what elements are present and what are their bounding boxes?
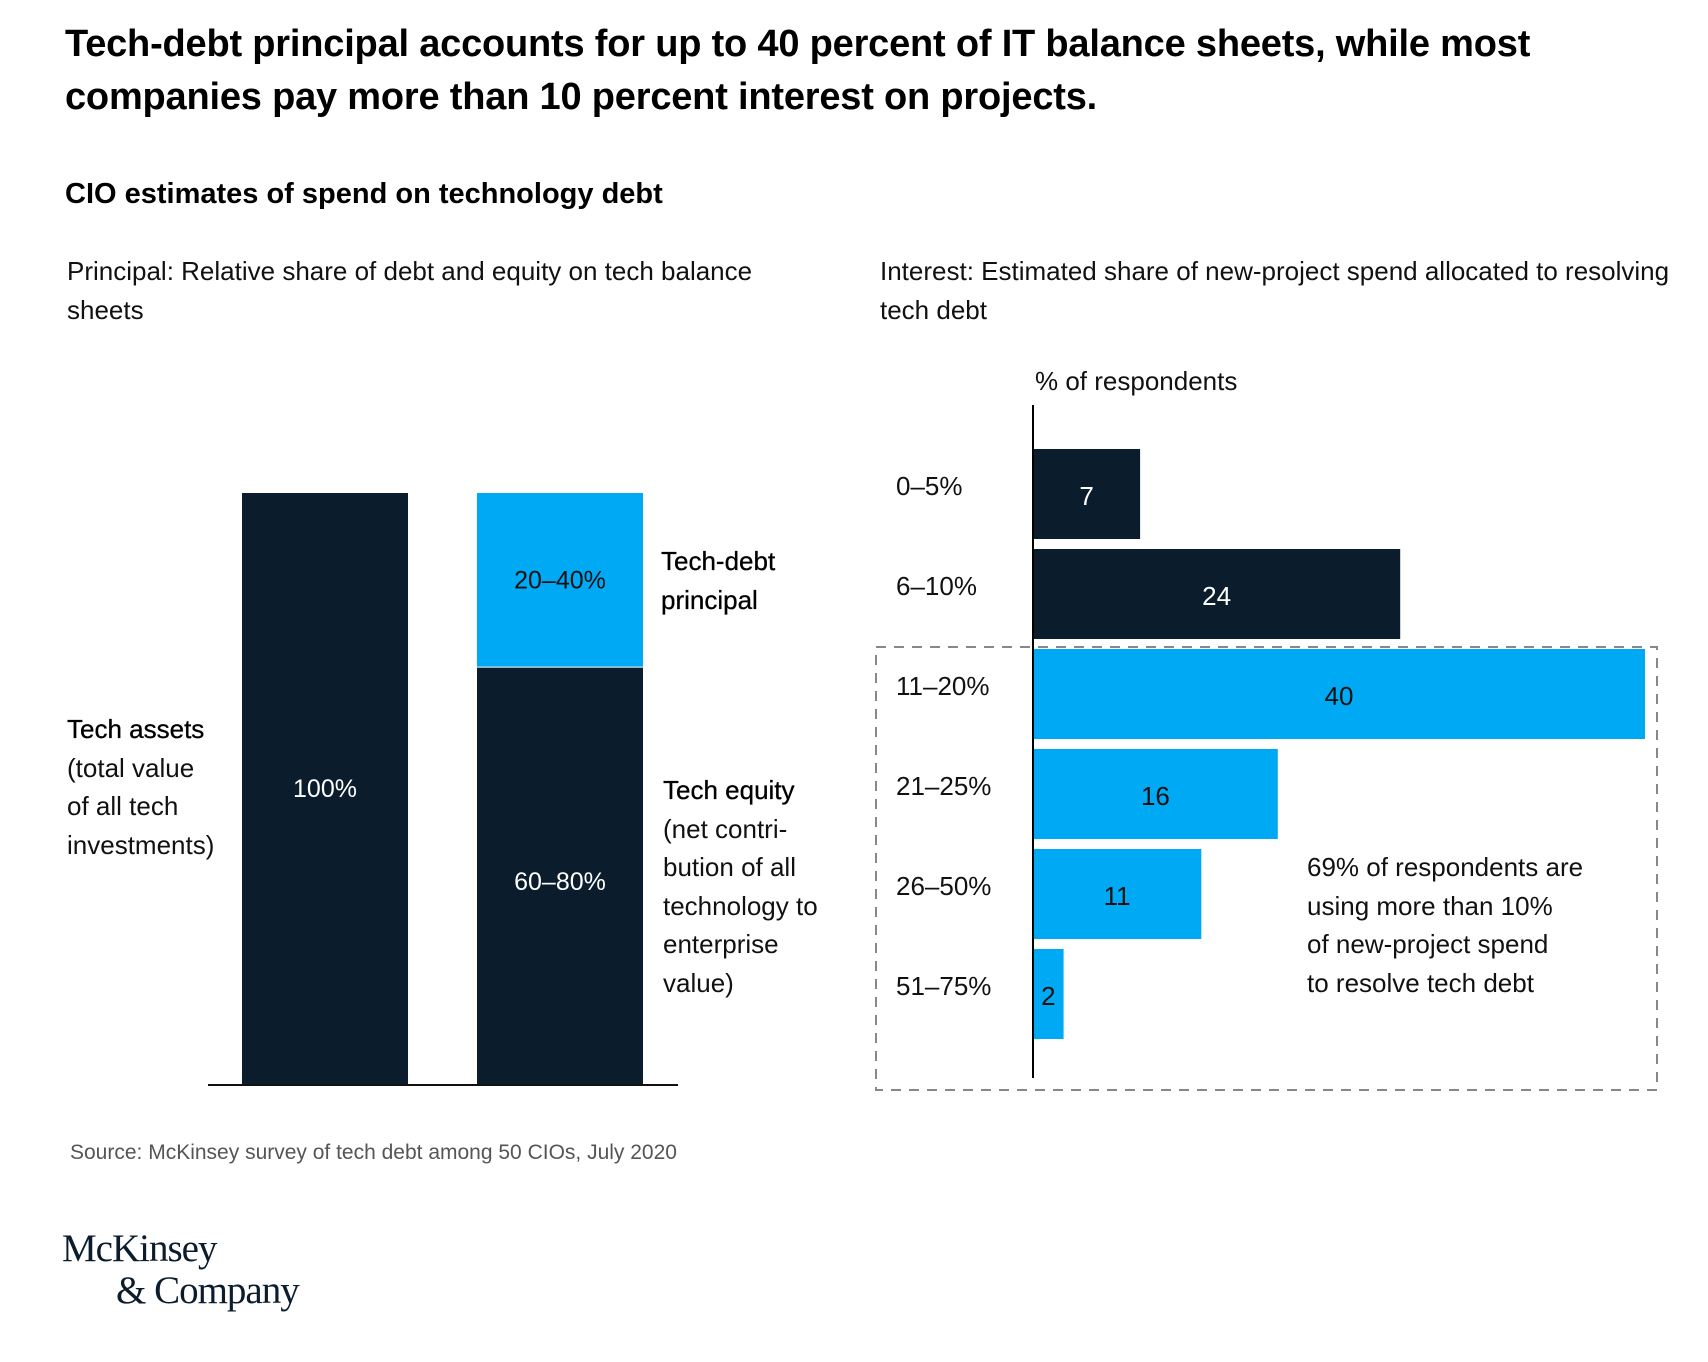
highlight-callout: 69% of respondents are using more than 1… [1307,848,1583,1002]
category-label: 0–5% [896,471,963,501]
category-label: 26–50% [896,871,991,901]
bar-value-label: 7 [1079,481,1093,511]
bar-label-tech-debt: 20–40% [514,566,606,594]
bar-value-label: 2 [1041,981,1055,1011]
callout-line: 69% of respondents are [1307,852,1584,882]
x-axis-unit-label: % of respondents [1035,366,1238,396]
bar [1033,649,1645,739]
interest-chart: 7 0–5% 24 6–10% 40 11–20% 16 21–25% 11 26–50% 2 51–… [875,405,1658,1091]
tech-equity-label-line: (net contri- [663,813,788,844]
category-label: 51–75% [896,971,991,1001]
bar-tech-assets [242,493,408,1085]
callout-line: using more than 10% [1307,890,1553,921]
bar [1033,449,1141,539]
principal-chart: 100% 20–40% 60–80% [208,493,678,1086]
bar-label-tech-equity: 60–80% [514,868,606,896]
logo-line-2: & Company [116,1269,300,1312]
category-label: 11–20% [896,671,990,701]
tech-debt-label-line: principal [661,584,758,615]
tech-assets-label-title: Tech assets [67,714,205,744]
bar-value-label: 11 [1104,881,1131,911]
tech-equity-label: Tech equity (net contri- bution of all t… [663,771,818,1002]
tech-debt-principal-label: Tech-debt principal [661,542,775,619]
chart-title: Tech-debt principal accounts for up to 4… [65,23,1531,118]
category-label: 6–10% [896,571,977,601]
bar [1033,849,1202,939]
tech-assets-label-line: of all tech [67,791,179,821]
tech-equity-label-line: enterprise [663,929,779,959]
tech-equity-label-line: bution of all [663,852,796,882]
tech-equity-label-line: technology to [663,890,818,921]
mckinsey-logo: McKinsey & Company [62,1227,300,1312]
chart-subtitle: CIO estimates of spend on technology deb… [65,178,663,210]
tech-equity-label-title: Tech equity [663,775,795,805]
category-label: 21–25% [896,771,991,801]
bar [1033,949,1064,1039]
source-note: Source: McKinsey survey of tech debt amo… [70,1141,677,1164]
principal-panel-heading: Principal: Relative share of debt and eq… [67,256,753,325]
bar [1033,549,1401,639]
tech-assets-label-line: investments) [67,829,215,860]
tech-equity-label-line: value) [663,967,734,998]
interest-panel-heading: Interest: Estimated share of new-project… [880,256,1670,325]
bar-value-label: 40 [1325,681,1354,711]
bar-value-label: 16 [1141,781,1170,811]
bar [1033,749,1278,839]
callout-line: of new-project spend [1307,929,1549,959]
bar-tech-debt-principal [477,493,643,667]
bar-tech-equity [477,667,643,1085]
bar-label-tech-assets: 100% [293,775,357,803]
logo-line-1: McKinsey [62,1227,217,1270]
callout-line: to resolve tech debt [1307,967,1534,998]
tech-debt-label-line: Tech-debt [661,546,776,576]
bar-value-label: 24 [1202,581,1231,611]
tech-assets-label: Tech assets (total value of all tech inv… [67,710,215,864]
tech-assets-label-line: (total value [67,752,195,783]
